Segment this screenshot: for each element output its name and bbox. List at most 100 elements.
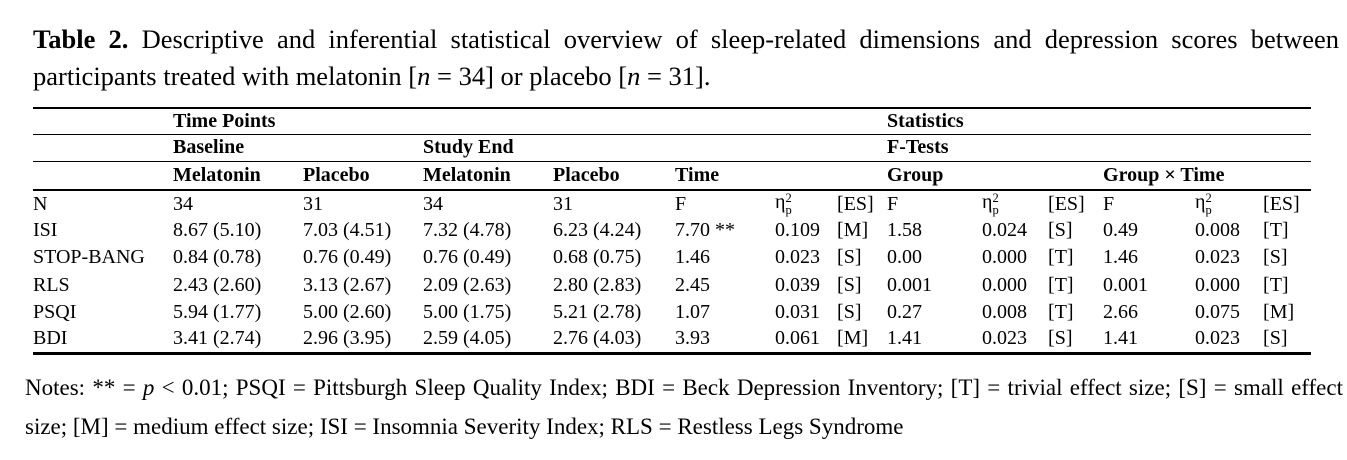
cell-stat: 0.023: [1195, 246, 1241, 269]
cell-stat: 0.001: [1103, 273, 1149, 296]
header-effect-time: Time: [675, 163, 720, 186]
cell-stat: 0.031: [775, 300, 821, 323]
cell-n-value: 34: [423, 192, 443, 215]
cell-stat: [T]: [1263, 219, 1289, 242]
row-label: ISI: [33, 219, 58, 242]
cell-desc: 3.41 (2.74): [173, 327, 262, 350]
cell-stat: 1.46: [675, 246, 711, 269]
cell-stat: 0.000: [1195, 273, 1241, 296]
cell-desc: 7.32 (4.78): [423, 219, 512, 242]
cell-stat: 1.46: [1103, 246, 1139, 269]
empty-cell: [33, 108, 173, 134]
table-row-stopbang: STOP-BANG 0.84 (0.78) 0.76 (0.49) 0.76 (…: [33, 244, 1311, 271]
notes-text: Notes: ** =: [25, 374, 143, 400]
cell-desc: 2.43 (2.60): [173, 273, 262, 296]
cell-stat: [S]: [837, 246, 862, 269]
cell-stat: [S]: [1048, 219, 1073, 242]
cell-desc: 0.68 (0.75): [553, 246, 642, 269]
table-row-bdi: BDI 3.41 (2.74) 2.96 (3.95) 2.59 (4.05) …: [33, 326, 1311, 353]
caption-n-symbol: n: [627, 61, 641, 91]
cell-desc: 0.76 (0.49): [423, 246, 512, 269]
cell-stat: 0.061: [775, 327, 821, 350]
cell-stat: 3.93: [675, 327, 711, 350]
cell-stat: [S]: [1263, 246, 1288, 269]
header-baseline: Baseline: [173, 136, 245, 158]
cell-stat: 0.00: [887, 246, 923, 269]
cell-desc: 5.00 (1.75): [423, 300, 512, 323]
cell-stat: 0.001: [887, 273, 933, 296]
cell-stat: 0.023: [982, 327, 1028, 350]
notes-p-symbol: p: [142, 374, 155, 400]
stat-subheader-f: F: [1103, 192, 1115, 215]
cell-stat: [T]: [1048, 300, 1074, 323]
cell-stat: 0.000: [982, 273, 1028, 296]
cell-stat: 0.109: [775, 219, 821, 242]
cell-stat: 0.27: [887, 300, 923, 323]
row-label-n: N: [33, 192, 48, 215]
table-row-psqi: PSQI 5.94 (1.77) 5.00 (2.60) 5.00 (1.75)…: [33, 299, 1311, 326]
cell-stat: 0.075: [1195, 300, 1241, 323]
row-label: BDI: [33, 327, 68, 350]
caption-text: Descriptive and inferential statistical …: [33, 24, 1340, 91]
table-row-rls: RLS 2.43 (2.60) 3.13 (2.67) 2.09 (2.63) …: [33, 272, 1311, 299]
cell-desc: 0.76 (0.49): [303, 246, 392, 269]
cell-stat: 0.000: [982, 246, 1028, 269]
cell-desc: 2.76 (4.03): [553, 327, 642, 350]
header-melatonin-studyend: Melatonin: [423, 163, 511, 186]
cell-stat: 0.039: [775, 273, 821, 296]
cell-desc: 2.59 (4.05): [423, 327, 512, 350]
empty-cell: [675, 134, 887, 161]
cell-stat: 0.008: [982, 300, 1028, 323]
cell-stat: 2.66: [1103, 300, 1139, 323]
table-caption: Table 2. Descriptive and inferential sta…: [0, 0, 1345, 95]
cell-stat: 1.58: [887, 219, 923, 242]
cell-desc: 0.84 (0.78): [173, 246, 262, 269]
header-placebo-baseline: Placebo: [303, 163, 370, 186]
stat-subheader-es: [ES]: [1263, 192, 1300, 215]
cell-n-value: 31: [303, 192, 323, 215]
cell-stat: [T]: [1263, 273, 1289, 296]
stat-subheader-f: F: [887, 192, 899, 215]
header-effect-group: Group: [887, 163, 944, 186]
cell-stat: [S]: [1048, 327, 1073, 350]
empty-cell: [675, 108, 887, 134]
stat-subheader-f: F: [675, 192, 687, 215]
cell-stat: 1.41: [1103, 327, 1139, 350]
cell-stat: 1.41: [887, 327, 923, 350]
header-placebo-studyend: Placebo: [553, 163, 620, 186]
cell-stat: [T]: [1048, 273, 1074, 296]
empty-cell: [33, 134, 173, 161]
cell-desc: 2.80 (2.83): [553, 273, 642, 296]
cell-stat: [M]: [1263, 300, 1295, 323]
cell-desc: 5.00 (2.60): [303, 300, 392, 323]
cell-stat: [S]: [837, 300, 862, 323]
cell-stat: [S]: [837, 273, 862, 296]
statistics-table: Time Points Statistics Baseline Study En…: [33, 107, 1312, 355]
cell-stat: 1.07: [675, 300, 711, 323]
cell-desc: 3.13 (2.67): [303, 273, 392, 296]
table-row-isi: ISI 8.67 (5.10) 7.03 (4.51) 7.32 (4.78) …: [33, 217, 1311, 244]
header-melatonin-baseline: Melatonin: [173, 163, 261, 186]
cell-n-value: 31: [553, 192, 573, 215]
cell-desc: 7.03 (4.51): [303, 219, 392, 242]
table-notes: Notes: ** = p < 0.01; PSQI = Pittsburgh …: [0, 355, 1347, 446]
cell-stat: [S]: [1263, 327, 1288, 350]
header-time-points: Time Points: [173, 109, 276, 132]
cell-desc: 6.23 (4.24): [553, 219, 642, 242]
header-study-end: Study End: [423, 136, 514, 158]
cell-desc: 5.94 (1.77): [173, 300, 262, 323]
cell-desc: 5.21 (2.78): [553, 300, 642, 323]
cell-stat: 0.008: [1195, 219, 1241, 242]
cell-desc: 8.67 (5.10): [173, 219, 262, 242]
cell-stat: [M]: [837, 327, 869, 350]
cell-stat: 0.023: [775, 246, 821, 269]
cell-stat: 0.024: [982, 219, 1028, 242]
cell-stat: 0.49: [1103, 219, 1139, 242]
cell-desc: 2.09 (2.63): [423, 273, 512, 296]
